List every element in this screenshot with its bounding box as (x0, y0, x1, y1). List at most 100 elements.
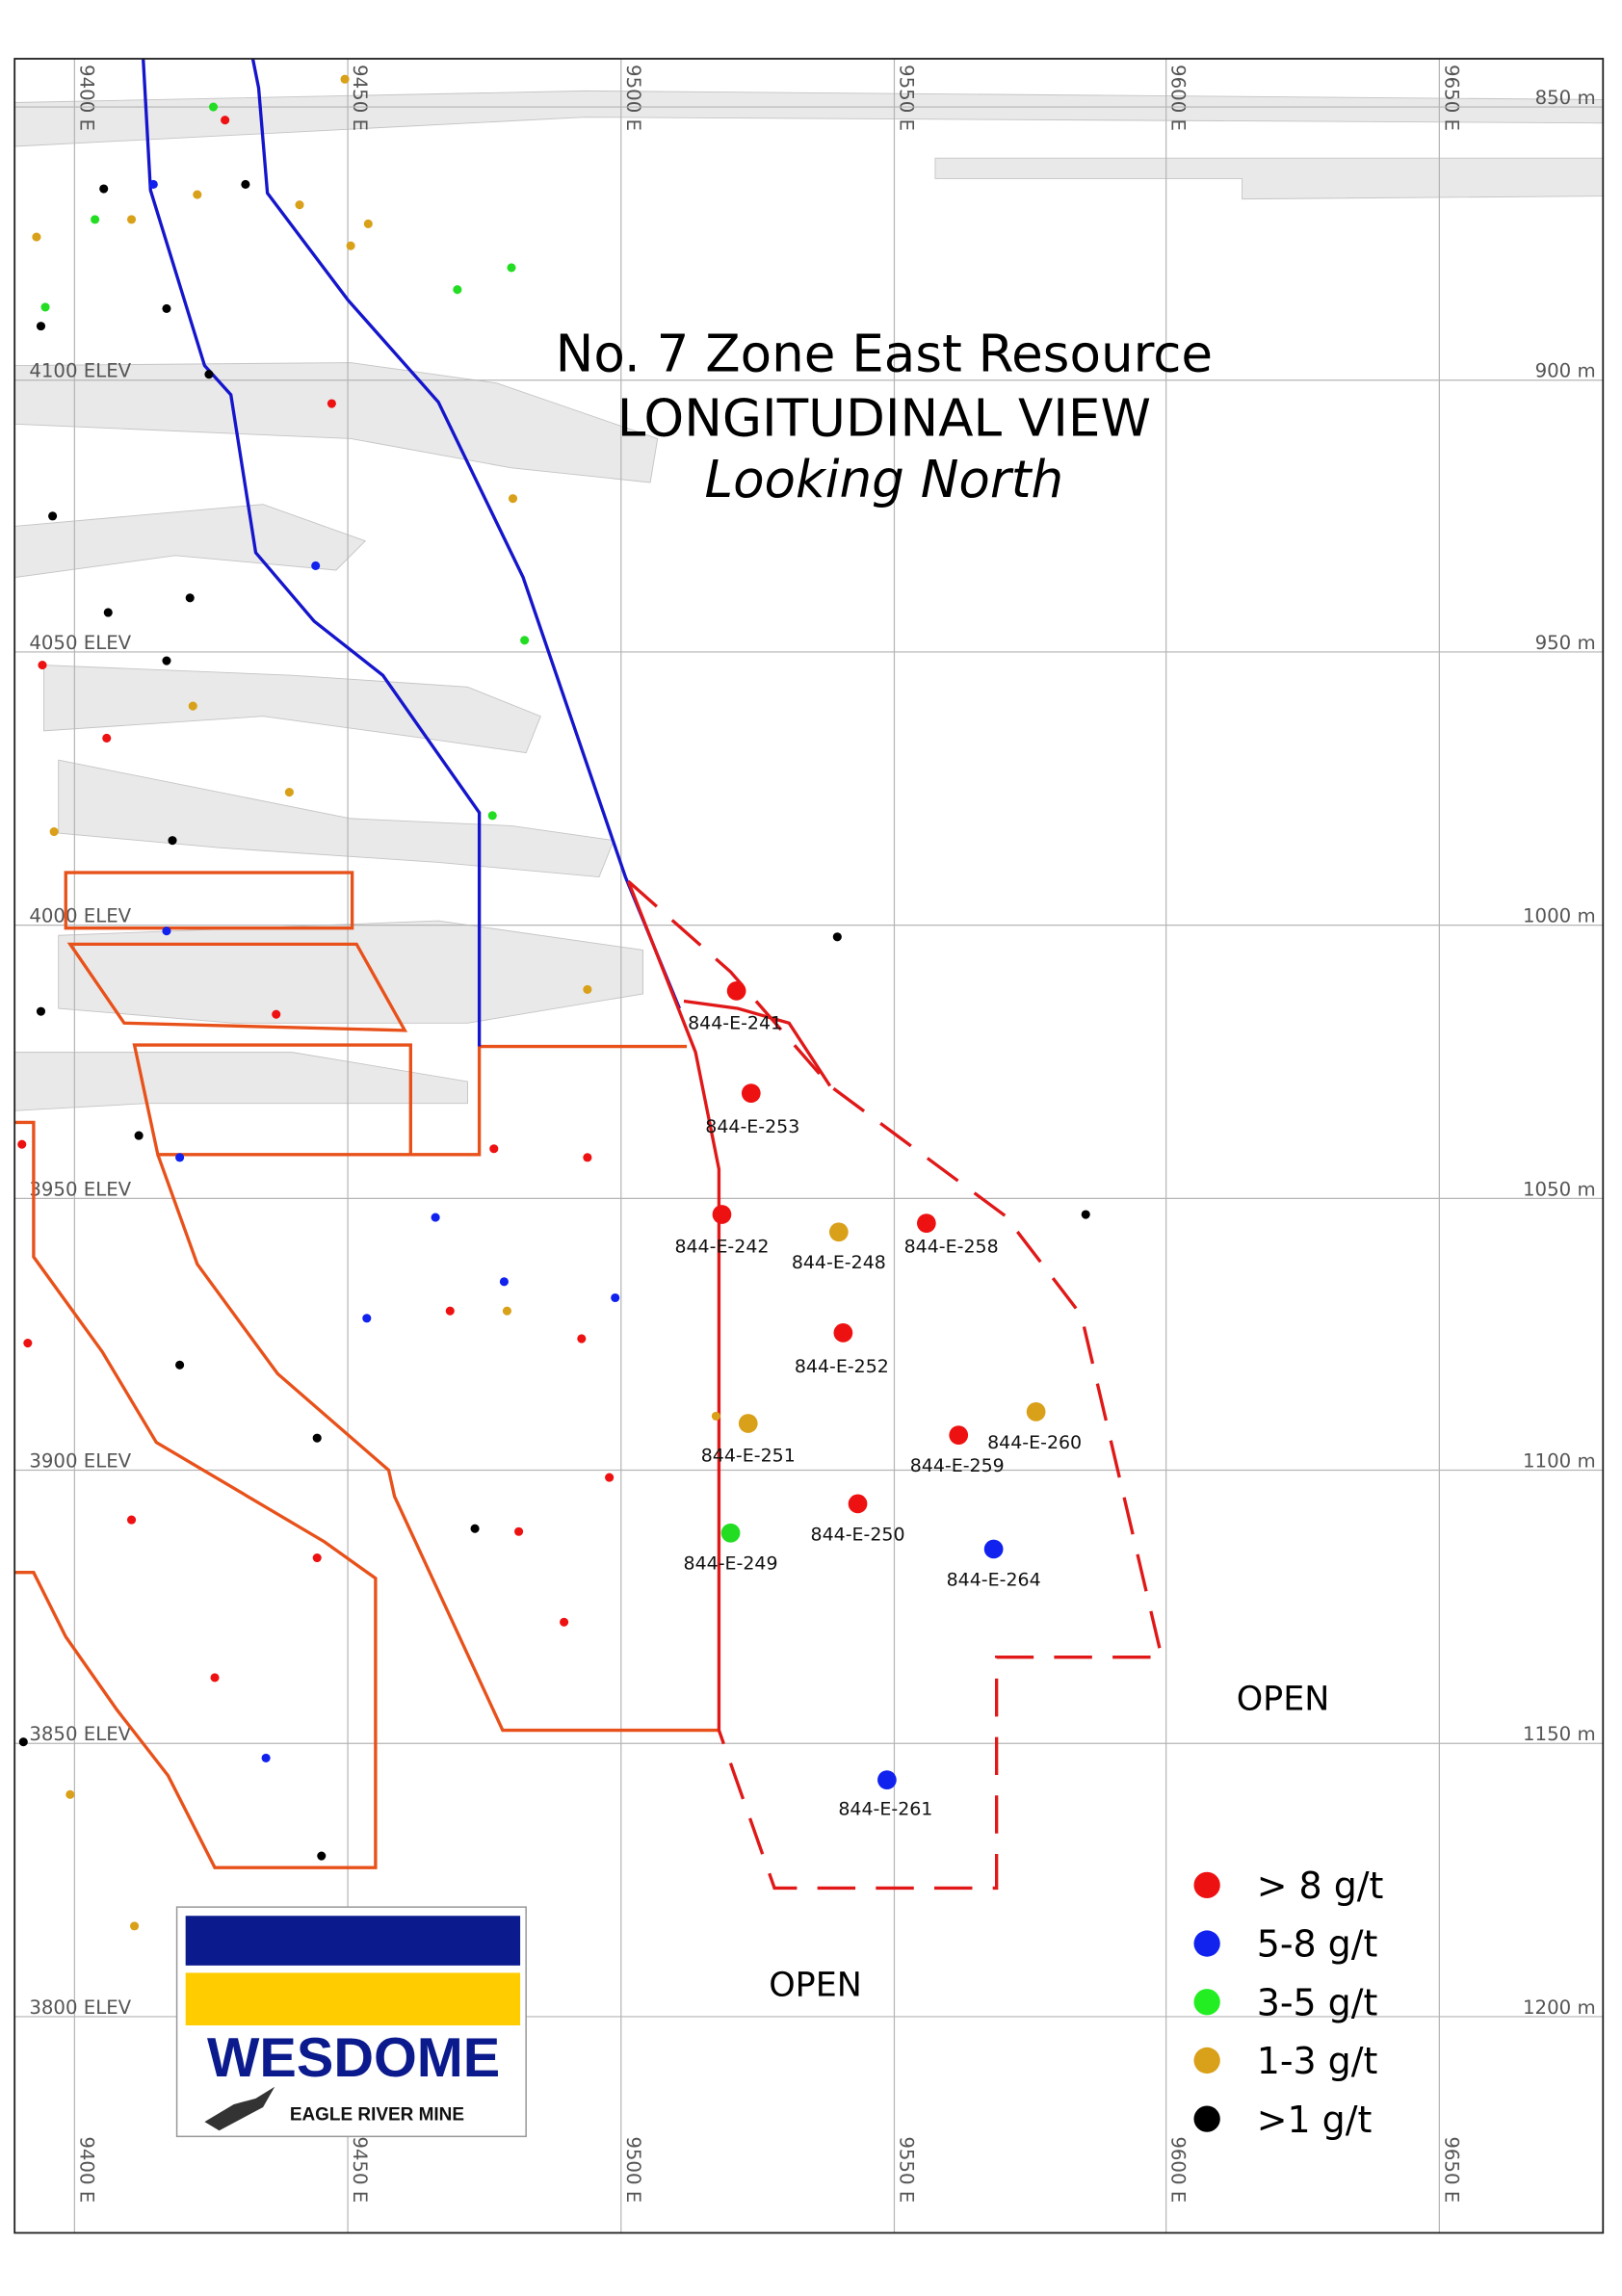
legend-label: 3-5 g/t (1257, 1981, 1378, 2023)
assay-dot (99, 184, 109, 194)
resource-boundary (626, 880, 721, 1731)
easting-label: 9550 E (896, 2136, 918, 2203)
assay-dot (49, 826, 59, 837)
assay-dot (346, 241, 355, 250)
assay-dot (327, 399, 336, 408)
drill-hole (916, 1213, 936, 1233)
drill-hole (741, 1083, 761, 1103)
assay-dot (514, 1526, 524, 1536)
assay-dot (208, 102, 219, 112)
drill-hole (712, 1205, 732, 1224)
assay-dot (126, 1515, 137, 1525)
assay-dot (470, 1524, 480, 1533)
title-line: No. 7 Zone East Resource (556, 325, 1213, 384)
assay-dot (487, 811, 497, 821)
logo-bar (185, 1916, 521, 1966)
assay-dot (272, 1009, 281, 1019)
assay-dot (102, 733, 112, 743)
legend: > 8 g/t 5-8 g/t 3-5 g/t 1-3 g/t >1 g/t (1193, 1865, 1383, 2141)
assay-dot (1081, 1210, 1090, 1219)
depth-label: 900 m (1535, 360, 1596, 382)
assay-dot (362, 1314, 372, 1323)
drill-hole-label: 844-E-253 (705, 1116, 799, 1137)
depth-label: 1100 m (1523, 1449, 1596, 1472)
assay-dot (185, 593, 195, 603)
drill-hole (848, 1494, 868, 1514)
legend-swatch (1193, 2047, 1220, 2074)
assay-dot (65, 1789, 75, 1799)
drill-hole-label: 844-E-252 (795, 1356, 889, 1377)
assay-dot (489, 1144, 499, 1154)
assay-dot (134, 1131, 144, 1140)
drill-hole-label: 844-E-251 (701, 1445, 796, 1466)
easting-label: 9650 E (1440, 2136, 1462, 2203)
legend-label: 5-8 g/t (1257, 1923, 1378, 1966)
drill-hole-label: 844-E-264 (947, 1569, 1041, 1590)
easting-label: 9600 E (1167, 65, 1190, 131)
elevation-label: 3850 ELEV (29, 1723, 131, 1745)
easting-label: 9400 E (75, 65, 97, 131)
logo-bar (185, 1972, 521, 2026)
assay-dot (507, 263, 516, 273)
elevation-label: 3900 ELEV (29, 1449, 131, 1472)
drill-hole-label: 844-E-261 (838, 1799, 932, 1820)
assay-dot (91, 215, 100, 224)
title-line: Looking North (705, 450, 1064, 509)
easting-label: 9600 E (1167, 2136, 1190, 2203)
depth-label: 1150 m (1523, 1723, 1596, 1745)
drill-hole (877, 1770, 897, 1790)
easting-label: 9450 E (349, 2136, 371, 2203)
drill-holes: 844-E-241 844-E-253 844-E-242 844-E-248 844-… (674, 981, 1082, 1820)
assay-dot (711, 1411, 720, 1421)
assay-dot (502, 1306, 511, 1316)
assay-dot (36, 1006, 46, 1016)
open-label: OPEN (769, 1967, 862, 2005)
easting-label: 9550 E (896, 65, 918, 131)
assay-dot (210, 1673, 220, 1683)
assay-dot (284, 788, 294, 797)
assay-dot (175, 1153, 185, 1162)
legend-swatch (1193, 1989, 1220, 2016)
assay-dot (130, 1921, 140, 1931)
drill-hole (720, 1523, 741, 1543)
mine-workings (13, 90, 1604, 1111)
assay-dot (445, 1306, 455, 1316)
elevation-label: 4100 ELEV (29, 360, 131, 382)
assay-dot (17, 1139, 27, 1149)
assay-dot (23, 1338, 33, 1348)
assay-dot (261, 1753, 271, 1762)
map-border (13, 58, 1605, 2234)
assay-dot (38, 661, 47, 670)
depth-label: 950 m (1535, 632, 1596, 654)
assay-dot (317, 1851, 327, 1861)
resource-boundary (683, 999, 832, 1087)
working (43, 665, 541, 754)
assay-dot (499, 1277, 509, 1287)
assay-dot (520, 636, 530, 645)
elevation-label: 4050 ELEV (29, 632, 131, 654)
assay-dot (175, 1360, 185, 1370)
drill-hole-label: 844-E-249 (684, 1553, 778, 1575)
logo-subtitle: EAGLE RIVER MINE (290, 2105, 464, 2126)
easting-label: 9500 E (622, 65, 644, 131)
elevation-label: 4000 ELEV (29, 905, 131, 927)
open-label: OPEN (1237, 1680, 1330, 1718)
assay-dot (188, 701, 197, 711)
assay-dot (126, 215, 137, 224)
assay-dot (583, 1153, 592, 1162)
drill-hole (983, 1539, 1004, 1559)
legend-swatch (1193, 2105, 1220, 2132)
drill-hole-label: 844-E-241 (688, 1012, 782, 1033)
resource-boundary (627, 879, 1164, 1891)
depth-label: 1200 m (1523, 1996, 1596, 2019)
assay-dot (363, 219, 373, 228)
assay-dot (431, 1213, 440, 1222)
legend-swatch (1193, 1871, 1220, 1899)
assay-dot (221, 116, 230, 125)
assay-dot (162, 656, 171, 665)
drill-hole (949, 1425, 969, 1445)
assay-dot (32, 232, 41, 242)
assay-dot (168, 836, 177, 846)
logo-name: WESDOME (207, 2027, 500, 2089)
